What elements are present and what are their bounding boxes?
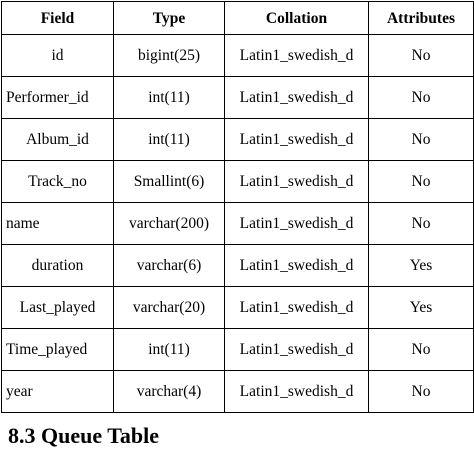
collation-cell: Latin1_swedish_d (224, 34, 369, 77)
table-row: Time_played int(11) Latin1_swedish_d No (1, 328, 474, 371)
collation-cell: Latin1_swedish_d (224, 244, 369, 287)
type-cell: int(11) (113, 76, 225, 119)
attributes-cell: No (368, 118, 474, 161)
field-cell: name (1, 202, 114, 245)
collation-text: Latin1_swedish_d (239, 89, 354, 106)
type-cell: varchar(4) (113, 370, 225, 413)
collation-text: Latin1_swedish_d (239, 47, 354, 64)
collation-text: Latin1_swedish_d (239, 257, 354, 274)
field-text: Performer_id (6, 89, 89, 106)
collation-text: Latin1_swedish_d (239, 383, 354, 400)
field-cell: id (1, 34, 114, 77)
collation-cell: Latin1_swedish_d (224, 76, 369, 119)
attributes-cell: Yes (368, 244, 474, 287)
schema-table: Field Type Collation Attributes id bigin… (1, 1, 474, 413)
type-cell: int(11) (113, 328, 225, 371)
attributes-cell: No (368, 370, 474, 413)
header-row: Field Type Collation Attributes (1, 1, 474, 35)
field-text: Time_played (6, 341, 88, 358)
collation-cell: Latin1_swedish_d (224, 328, 369, 371)
table-row: duration varchar(6) Latin1_swedish_d Yes (1, 244, 474, 287)
table-header: Field Type Collation Attributes (1, 1, 474, 35)
collation-text: Latin1_swedish_d (239, 215, 354, 232)
type-cell: varchar(6) (113, 244, 225, 287)
table-body: id bigint(25) Latin1_swedish_d No Perfor… (1, 34, 474, 413)
table-row: year varchar(4) Latin1_swedish_d No (1, 370, 474, 413)
type-cell: bigint(25) (113, 34, 225, 77)
collation-cell: Latin1_swedish_d (224, 370, 369, 413)
field-cell: Album_id (1, 118, 114, 161)
collation-cell: Latin1_swedish_d (224, 286, 369, 329)
field-cell: Time_played (1, 328, 114, 371)
attributes-cell: No (368, 76, 474, 119)
header-collation: Collation (224, 1, 369, 35)
field-cell: Performer_id (1, 76, 114, 119)
table-row: Last_played varchar(20) Latin1_swedish_d… (1, 286, 474, 329)
collation-cell: Latin1_swedish_d (224, 160, 369, 203)
collation-text: Latin1_swedish_d (239, 341, 354, 358)
table-row: Track_no Smallint(6) Latin1_swedish_d No (1, 160, 474, 203)
section-heading: 8.3 Queue Table (8, 423, 159, 448)
type-cell: varchar(20) (113, 286, 225, 329)
attributes-cell: Yes (368, 286, 474, 329)
field-cell: duration (1, 244, 114, 287)
header-field: Field (1, 1, 114, 35)
collation-text: Latin1_swedish_d (239, 131, 354, 148)
type-text: varchar(200) (128, 215, 210, 232)
attributes-cell: No (368, 34, 474, 77)
field-cell: year (1, 370, 114, 413)
collation-text: Latin1_swedish_d (239, 173, 354, 190)
type-cell: varchar(200) (113, 202, 225, 245)
type-cell: Smallint(6) (113, 160, 225, 203)
table-row: name varchar(200) Latin1_swedish_d No (1, 202, 474, 245)
table-row: Performer_id int(11) Latin1_swedish_d No (1, 76, 474, 119)
header-type: Type (113, 1, 225, 35)
attributes-cell: No (368, 328, 474, 371)
field-cell: Track_no (1, 160, 114, 203)
attributes-cell: No (368, 202, 474, 245)
collation-cell: Latin1_swedish_d (224, 118, 369, 161)
table-row: Album_id int(11) Latin1_swedish_d No (1, 118, 474, 161)
table-row: id bigint(25) Latin1_swedish_d No (1, 34, 474, 77)
field-cell: Last_played (1, 286, 114, 329)
collation-text: Latin1_swedish_d (239, 299, 354, 316)
attributes-cell: No (368, 160, 474, 203)
header-attributes: Attributes (368, 1, 474, 35)
type-cell: int(11) (113, 118, 225, 161)
collation-cell: Latin1_swedish_d (224, 202, 369, 245)
